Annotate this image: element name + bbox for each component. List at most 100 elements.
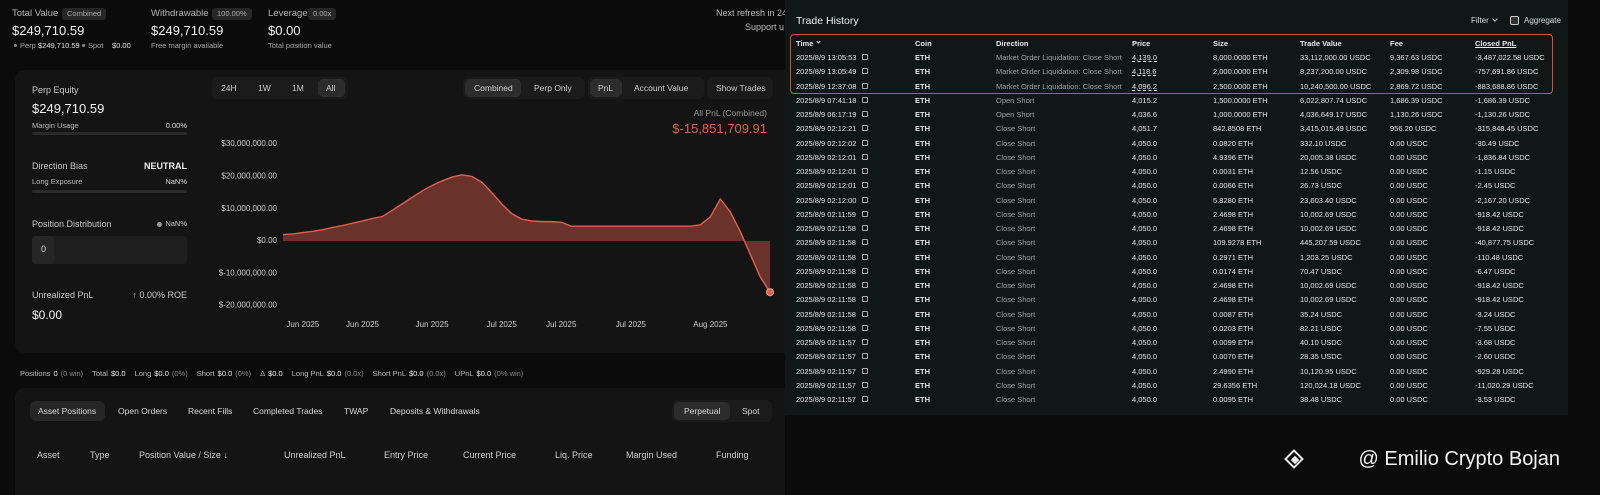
column-header[interactable]: Type — [90, 450, 110, 460]
link-icon[interactable] — [862, 210, 868, 217]
stat-label: Withdrawable — [151, 8, 209, 19]
column-header[interactable]: Current Price — [463, 450, 517, 460]
cell: 2025/8/9 07:41:18 — [796, 95, 857, 105]
link-icon[interactable] — [862, 168, 868, 174]
cell: ETH — [915, 53, 930, 62]
cell: ETH — [915, 110, 930, 119]
tab[interactable]: Recent Fills — [188, 406, 233, 416]
link-icon[interactable] — [862, 68, 868, 75]
link-icon[interactable] — [862, 381, 868, 388]
cell: 2025/8/9 02:11:58 — [796, 252, 856, 262]
view-toggle[interactable]: Combined — [474, 83, 513, 93]
link-icon[interactable] — [862, 225, 868, 231]
type-toggle[interactable]: Spot — [742, 406, 760, 416]
link-icon[interactable] — [862, 396, 868, 402]
column-header[interactable]: Unrealized PnL — [284, 450, 346, 460]
cell: 4,015.2 — [1132, 95, 1158, 105]
column-header[interactable]: Margin Used — [626, 450, 678, 460]
highlight — [790, 34, 1553, 94]
stat-label: Short — [196, 369, 215, 378]
cell: 4,050.0 — [1132, 181, 1158, 191]
link-icon[interactable] — [862, 253, 868, 260]
button-bg[interactable] — [707, 77, 773, 99]
range-button[interactable]: All — [326, 83, 336, 93]
tab[interactable]: Asset Positions — [38, 406, 97, 416]
cell: 1,203.25 USDC — [1300, 252, 1353, 262]
range-button[interactable]: 1M — [292, 83, 304, 93]
type-toggle[interactable]: Perpetual — [684, 406, 721, 416]
link-icon[interactable] — [862, 111, 868, 117]
cell: 6,022,807.74 USDC — [1300, 95, 1368, 105]
cell: Close Short — [996, 281, 1036, 290]
pnl-value: $-15,851,709.91 — [672, 121, 767, 136]
link-icon[interactable] — [862, 182, 868, 189]
cell: 0.0099 ETH — [1213, 338, 1254, 347]
column-header[interactable]: Liq. Price — [555, 450, 593, 460]
link-icon[interactable] — [862, 367, 868, 374]
cell: ETH — [915, 309, 930, 319]
checkbox-label[interactable]: Aggregate — [1524, 16, 1561, 25]
column-header[interactable]: Entry Price — [384, 450, 429, 460]
cell: 4,050.0 — [1132, 238, 1158, 248]
view-toggle[interactable]: Perp Only — [534, 83, 572, 93]
column-header[interactable]: Size — [1213, 39, 1229, 48]
cell: ETH — [915, 81, 930, 91]
link-icon[interactable] — [862, 267, 868, 274]
column-header[interactable]: Asset — [37, 450, 60, 460]
progress — [32, 190, 187, 193]
column-header[interactable]: Price — [1132, 39, 1151, 48]
cell: 2.4698 ETH — [1213, 281, 1254, 290]
cell: 5.8280 ETH — [1213, 195, 1254, 205]
column-header[interactable]: Coin — [915, 39, 932, 48]
cell: ETH — [915, 195, 930, 205]
column-header[interactable]: Closed PnL — [1475, 39, 1517, 48]
metric-toggle[interactable]: Account Value — [634, 83, 689, 93]
column-header[interactable]: Funding — [716, 450, 749, 460]
cell: 70.47 USDC — [1300, 266, 1343, 276]
stat-label: UPnL — [454, 369, 474, 378]
link-icon[interactable] — [862, 296, 868, 303]
link-icon[interactable] — [862, 54, 868, 60]
cell: 0.0203 ETH — [1213, 323, 1254, 333]
show-trades[interactable]: Show Trades — [716, 83, 766, 93]
tab[interactable]: Deposits & Withdrawals — [390, 406, 480, 416]
link-icon[interactable] — [862, 339, 868, 345]
column-header[interactable]: Direction — [996, 39, 1029, 48]
range-button[interactable]: 24H — [221, 83, 237, 93]
stat-label: Total Value — [12, 8, 59, 19]
link-icon[interactable] — [862, 196, 868, 203]
stat-label: Positions — [20, 369, 51, 378]
column-header[interactable]: Fee — [1390, 39, 1403, 48]
stat-note: Total position value — [268, 41, 332, 50]
link-icon[interactable] — [862, 282, 868, 288]
link-icon[interactable] — [862, 96, 868, 103]
link-icon[interactable] — [862, 353, 868, 360]
cell: 4,050.0 — [1132, 167, 1158, 176]
cell: 4,118.6 — [1132, 67, 1157, 77]
link-icon[interactable] — [862, 82, 868, 89]
tab[interactable]: TWAP — [344, 406, 369, 416]
stat-extra: (0% win) — [494, 369, 524, 378]
column-header[interactable]: Trade Value — [1300, 39, 1342, 48]
support-link[interactable]: Support u — [745, 22, 785, 32]
link-icon[interactable] — [862, 153, 868, 160]
cell: -1.15 USDC — [1475, 167, 1516, 176]
stat-label: Short PnL — [372, 369, 406, 378]
range-button[interactable]: 1W — [258, 83, 271, 93]
link-icon[interactable] — [862, 239, 868, 246]
value: $249,710.59 — [32, 101, 105, 116]
link-icon[interactable] — [862, 310, 868, 317]
link-icon[interactable] — [862, 139, 868, 146]
column-header[interactable]: Time — [796, 39, 814, 48]
metric-toggle[interactable]: PnL — [598, 83, 614, 93]
cell: 2025/8/9 02:11:58 — [796, 281, 856, 290]
link-icon[interactable] — [862, 125, 868, 132]
column-header[interactable]: Position Value / Size ↓ — [139, 450, 228, 460]
stat-value: $0.00 — [268, 23, 301, 38]
link-icon[interactable] — [862, 324, 868, 331]
checkbox[interactable] — [1510, 16, 1519, 25]
tab[interactable]: Completed Trades — [253, 406, 323, 416]
cell: 0.0095 ETH — [1213, 395, 1254, 404]
filter-button[interactable]: Filter — [1471, 16, 1489, 25]
tab[interactable]: Open Orders — [118, 406, 168, 416]
